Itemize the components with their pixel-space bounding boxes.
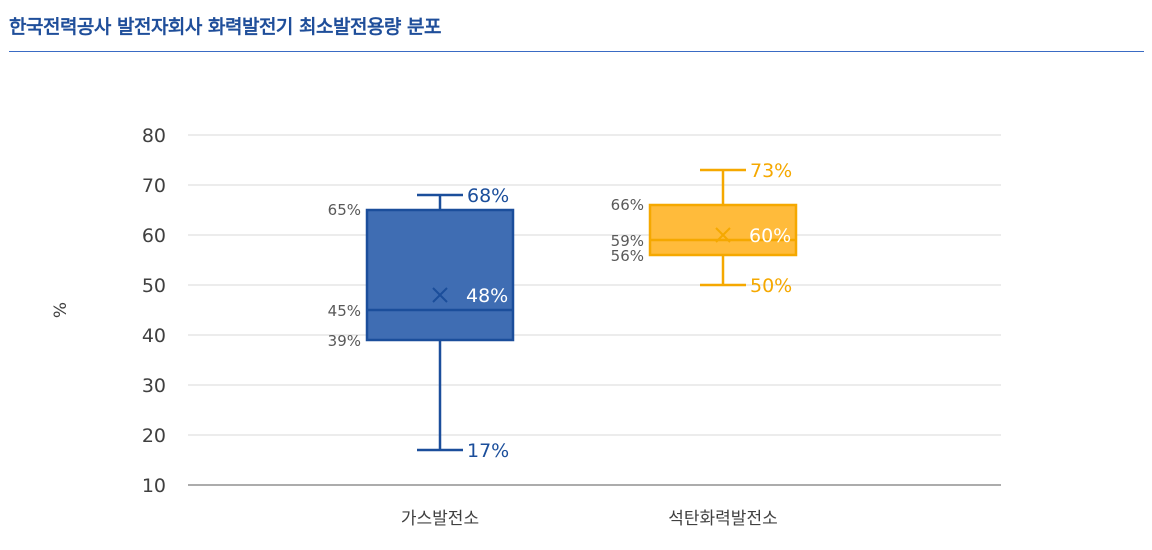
page-title: 한국전력공사 발전자회사 화력발전기 최소발전용량 분포 (9, 16, 441, 38)
mean-label: 48% (466, 285, 508, 307)
y-tick-label: 20 (142, 425, 166, 447)
mean-marker (432, 287, 448, 303)
y-tick-label: 50 (142, 275, 166, 297)
y-axis-label: % (51, 302, 71, 318)
max-label: 68% (467, 185, 509, 207)
y-tick-label: 40 (142, 325, 166, 347)
box-1: 68% 17% 48% 65% 45% 39% (328, 185, 515, 462)
y-tick-label: 10 (142, 475, 166, 497)
q3-label: 65% (328, 201, 361, 219)
x-category-label: 석탄화력발전소 (668, 509, 777, 529)
x-category-label: 가스발전소 (401, 509, 479, 529)
box-2: 73% 50% 60% 66% 59%56% (611, 160, 798, 297)
min-label: 50% (750, 275, 792, 297)
y-tick-label: 30 (142, 375, 166, 397)
grid-lines (188, 134, 1001, 436)
y-tick-label: 70 (142, 175, 166, 197)
q3-label: 66% (611, 196, 644, 214)
mean-marker (715, 227, 731, 243)
iqr-box (365, 208, 515, 342)
x-axis: 가스발전소 석탄화력발전소 (401, 509, 778, 529)
iqr-box (648, 203, 798, 257)
max-label: 73% (750, 160, 792, 182)
mean-label: 60% (749, 225, 791, 247)
y-axis: 10 20 30 40 50 60 70 80 (142, 125, 1001, 497)
min-label: 17% (467, 440, 509, 462)
y-tick-label: 60 (142, 225, 166, 247)
boxes: 68% 17% 48% 65% 45% 39% 73% 50% 60% 66% 59%56% (328, 160, 798, 462)
q1-label: 39% (328, 332, 361, 350)
median-label: 45% (328, 302, 361, 320)
title-divider (9, 51, 1144, 52)
q1-label: 56% (611, 247, 644, 265)
y-tick-label: 80 (142, 125, 166, 147)
median-label: 59% (611, 232, 644, 250)
